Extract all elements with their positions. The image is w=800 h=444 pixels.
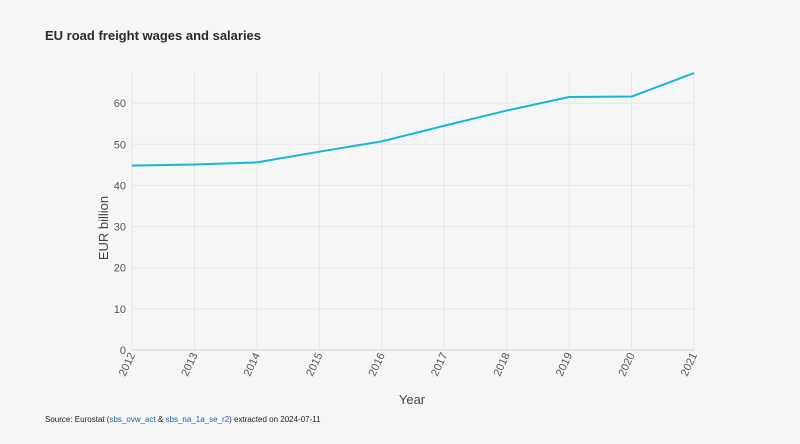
y-axis-title: EUR billion — [96, 196, 111, 260]
y-tick-label: 20 — [114, 263, 126, 275]
gridlines — [131, 72, 695, 351]
source-link-sbs-na-1a-se-r2[interactable]: sbs_na_1a_se_r2 — [165, 415, 230, 424]
x-tick-label: 2021 — [679, 351, 700, 378]
series-group — [131, 72, 695, 167]
x-tick-labels: 2012 2013 2014 2015 2016 2017 2018 2019 2020 2021 — [117, 351, 700, 378]
y-tick-label: 30 — [114, 222, 126, 234]
y-tick-label: 40 — [114, 180, 126, 192]
x-tick-label: 2015 — [304, 351, 325, 378]
x-tick-label: 2018 — [492, 351, 513, 378]
x-tick-label: 2016 — [367, 351, 388, 378]
source-link-sbs-ovw-act[interactable]: sbs_ovw_act — [109, 415, 156, 424]
x-axis-title: Year — [399, 392, 426, 407]
y-tick-labels: 0 10 20 30 40 50 60 — [114, 98, 126, 357]
y-tick-label: 50 — [114, 139, 126, 151]
chart-title: EU road freight wages and salaries — [45, 28, 262, 43]
x-tick-label: 2019 — [554, 351, 575, 378]
series-line — [131, 72, 695, 167]
source-note: Source: Eurostat (sbs_ovw_act & sbs_na_1… — [45, 415, 321, 424]
x-tick-label: 2020 — [616, 351, 637, 378]
y-tick-label: 0 — [120, 345, 126, 357]
source-ampersand: & — [155, 415, 166, 424]
y-tick-label: 60 — [114, 98, 126, 110]
x-tick-label: 2017 — [429, 351, 450, 378]
y-tick-label: 10 — [114, 304, 126, 316]
source-suffix: ) extracted on 2024-07-11 — [229, 415, 321, 424]
x-tick-label: 2014 — [242, 351, 263, 378]
x-tick-label: 2013 — [179, 351, 200, 378]
source-prefix: Source: Eurostat ( — [45, 415, 110, 424]
